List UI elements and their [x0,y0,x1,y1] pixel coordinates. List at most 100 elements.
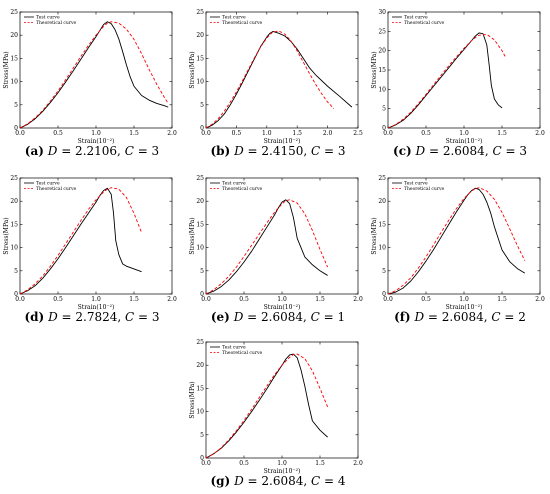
caption-d-value: = 2.6084, [425,144,493,158]
legend-label: Test curve [36,15,60,21]
test-curve-line [387,32,503,129]
y-tick-label: 25 [196,175,204,182]
x-tick-label: 1.0 [277,460,287,467]
panel-caption: (b) D = 2.4150, C = 3 [188,144,368,158]
x-tick-label: 1.0 [459,130,469,137]
y-axis-label: Stress(MPa) [3,51,10,88]
x-tick-label: 1.0 [277,296,287,303]
y-tick-label: 10 [10,79,18,86]
x-tick-label: 2.0 [167,296,177,303]
y-tick-label: 25 [196,339,204,346]
plot-frame [205,177,359,295]
chart-panel: 0.0 0.5 1.0 1.5 2.0 2.5 0 5 10 15 20 25 Strain(10⁻²)… [188,4,368,164]
x-tick-label: 2.0 [353,460,363,467]
y-tick-label: 0 [200,291,204,298]
y-axis-label: Stress(MPa) [371,217,378,254]
plot-frame [19,177,173,295]
caption-d-value: = 2.2106, [57,144,125,158]
x-axis-label: Strain(10⁻²) [264,138,301,145]
chart-svg: 0.0 0.5 1.0 1.5 2.0 0 5 10 15 20 25 Strain(10⁻²) Str… [3,9,177,145]
test-curve-line [387,187,526,295]
test-curve-line [205,199,328,295]
panel-label: (g) [210,474,231,488]
x-tick-label: 0.0 [201,130,211,137]
caption-c-value: = 2 [500,310,526,324]
caption-d-value: = 2.7824, [57,310,125,324]
x-tick-label: 1.0 [91,130,101,137]
caption-c-value: = 3 [133,144,160,158]
caption-c-symbol: C [491,310,501,324]
x-tick-label: 0.0 [383,130,393,137]
x-tick-label: 2.0 [323,130,333,137]
panel-caption: (d) D = 2.7824, C = 3 [2,310,182,324]
y-axis-label: Stress(MPa) [3,217,10,254]
y-axis-label: Stress(MPa) [371,51,378,88]
caption-c-symbol: C [492,144,502,158]
x-tick-label: 2.0 [167,130,177,137]
y-tick-label: 0 [14,125,18,132]
caption-d-symbol: D [234,474,244,488]
x-axis-label: Strain(10⁻²) [264,304,301,311]
legend-label: Test curve [404,181,428,187]
y-tick-label: 25 [10,175,18,182]
caption-c-symbol: C [124,144,134,158]
y-tick-label: 15 [10,55,18,62]
x-tick-label: 1.5 [497,130,507,137]
chart-panel: 0.0 0.5 1.0 1.5 2.0 0 5 10 15 20 25 Strain(10⁻²) Str… [188,334,368,494]
caption-c-symbol: C [310,310,320,324]
x-tick-label: 0.0 [383,296,393,303]
y-tick-label: 10 [378,245,386,252]
chart-svg: 0.0 0.5 1.0 1.5 2.0 0 5 10 15 20 25 30 Strain(10⁻²) S… [371,9,545,145]
y-tick-label: 10 [196,79,204,86]
y-tick-label: 5 [200,102,204,109]
panel-label: (a) [24,144,44,158]
plot-frame [387,177,541,295]
x-tick-label: 2.0 [535,296,545,303]
legend-label: Theoretical curve [404,20,445,26]
panel-label: (c) [393,144,412,158]
x-tick-label: 1.0 [262,130,272,137]
x-axis-label: Strain(10⁻²) [446,138,483,145]
y-axis-label: Stress(MPa) [189,381,196,418]
caption-c-symbol: C [311,474,321,488]
panel-label: (b) [210,144,231,158]
caption-c-symbol: C [125,310,135,324]
theoretical-curve-line [387,187,526,295]
x-axis-label: Strain(10⁻²) [264,468,301,475]
panel-caption: (c) D = 2.6084, C = 3 [370,144,550,158]
caption-d-symbol: D [47,144,58,158]
caption-c-value: = 3 [501,144,527,158]
panel-caption: (e) D = 2.6084, C = 1 [188,310,368,324]
y-axis-label: Stress(MPa) [189,217,196,254]
y-tick-label: 10 [196,409,204,416]
legend-label: Theoretical curve [36,186,77,192]
caption-d-value: = 2.4150, [243,144,311,158]
x-tick-label: 0.5 [239,460,249,467]
test-curve-line [19,21,169,129]
y-axis-label: Stress(MPa) [189,51,196,88]
x-tick-label: 1.5 [315,460,325,467]
y-tick-label: 20 [196,362,204,369]
x-tick-label: 0.0 [15,296,25,303]
chart-panel: 0.0 0.5 1.0 1.5 2.0 0 5 10 15 20 25 Strain(10⁻²) Str… [2,4,182,164]
y-tick-label: 20 [10,32,18,39]
theoretical-curve-line [19,187,143,295]
caption-d-symbol: D [415,144,426,158]
y-tick-label: 15 [378,221,386,228]
chart-svg: 0.0 0.5 1.0 1.5 2.0 2.5 0 5 10 15 20 25 Strain(10⁻²)… [189,9,363,145]
y-tick-label: 20 [196,32,204,39]
y-tick-label: 25 [10,9,18,16]
x-tick-label: 0.5 [232,130,242,137]
x-tick-label: 1.0 [91,296,101,303]
y-tick-label: 25 [196,9,204,16]
theoretical-curve-line [205,30,335,129]
caption-c-symbol: C [311,144,321,158]
y-tick-label: 20 [378,48,386,55]
y-tick-label: 5 [200,268,204,275]
chart-svg: 0.0 0.5 1.0 1.5 2.0 0 5 10 15 20 25 Strain(10⁻²) Str… [3,175,177,311]
caption-d-symbol: D [414,310,425,324]
x-tick-label: 0.5 [53,296,63,303]
